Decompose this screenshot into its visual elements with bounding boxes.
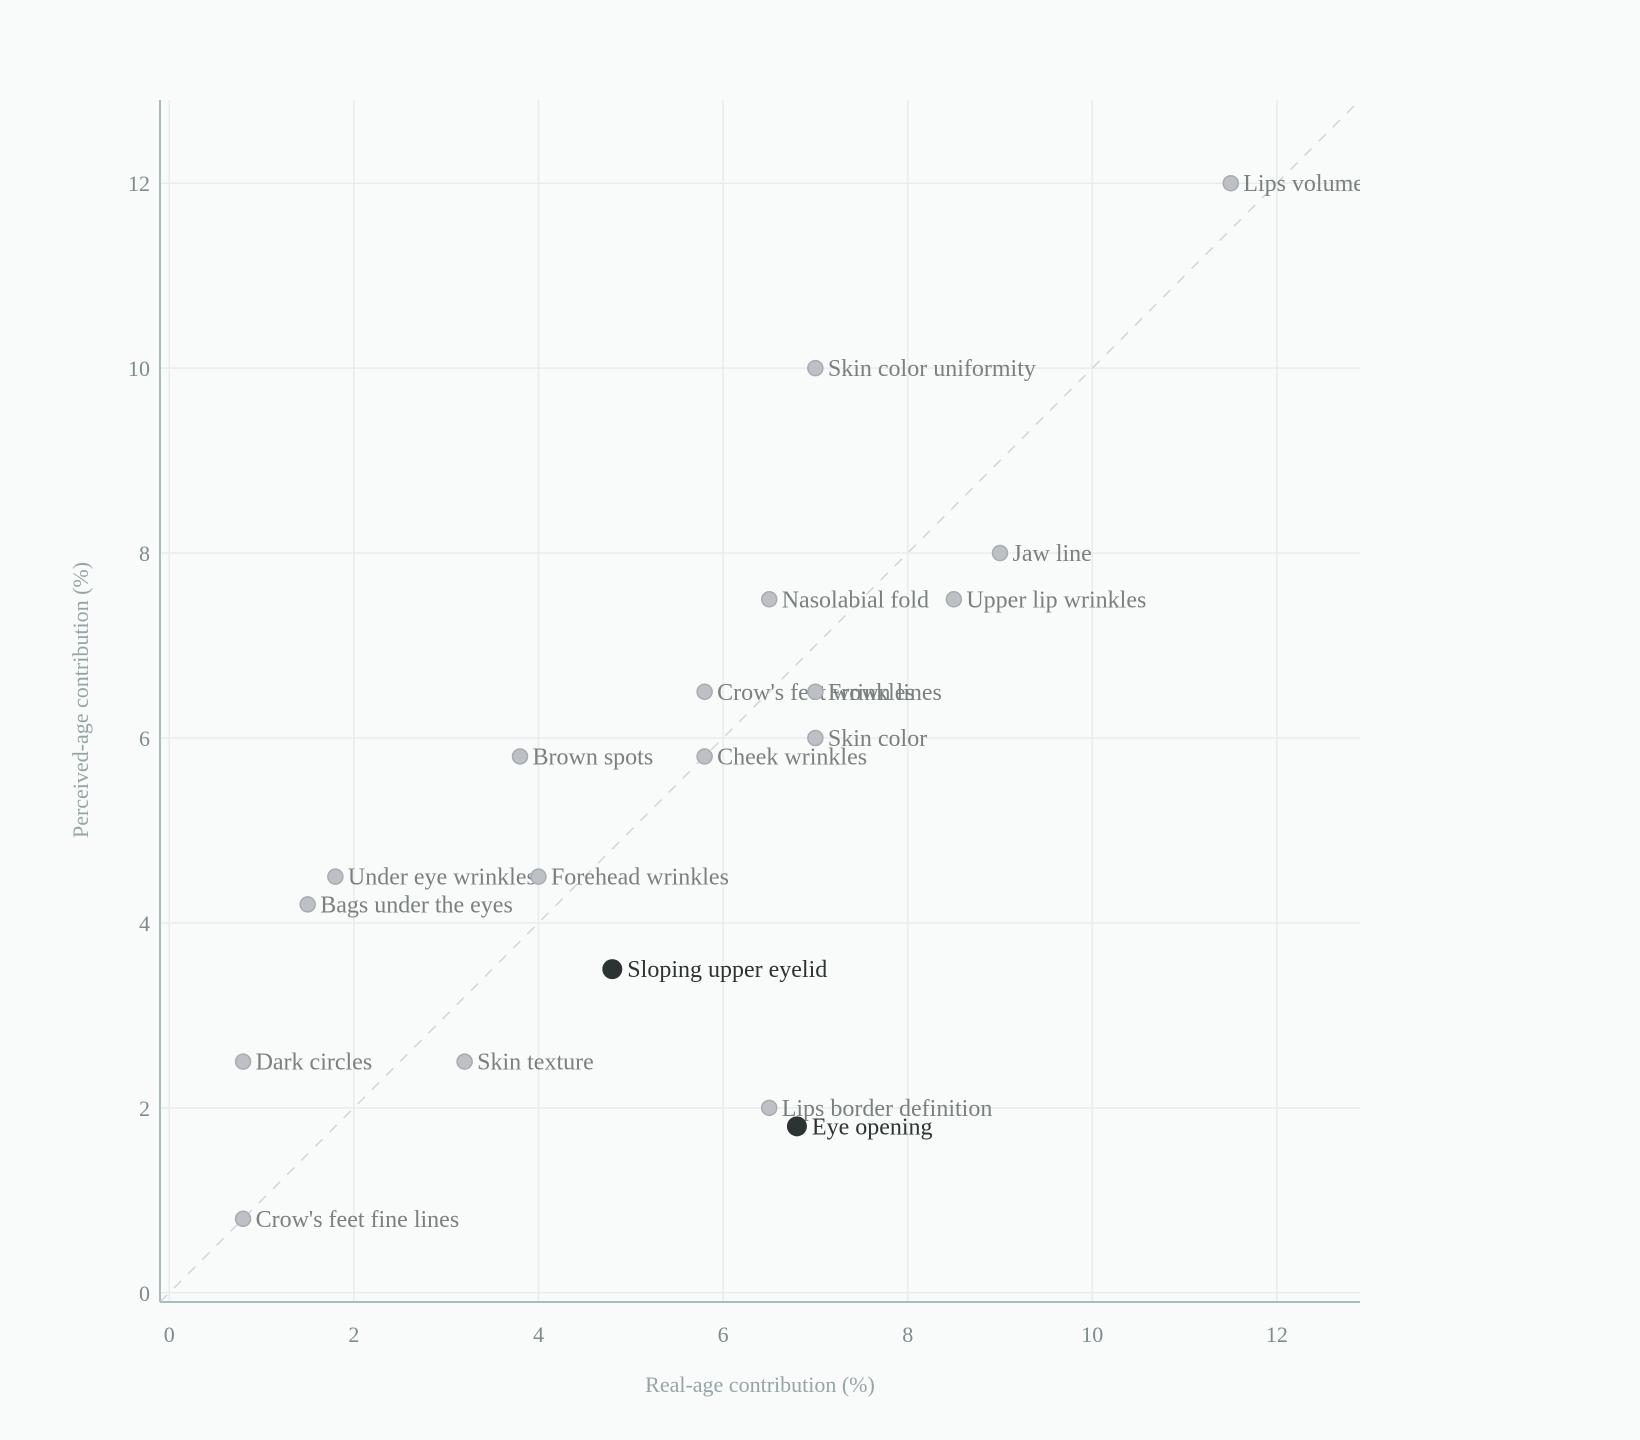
y-tick-label: 2	[139, 1096, 150, 1121]
grid-lines	[160, 100, 1360, 1302]
point-crow-s-feet-fine-lines	[234, 1210, 252, 1228]
point-frown-lines	[807, 683, 824, 701]
x-tick-label: 10	[1081, 1322, 1103, 1347]
point-label-sloping-upper-eyelid: Sloping upper eyelid	[627, 957, 827, 983]
point-label-skin-color: Skin color	[828, 726, 927, 752]
x-tick-label: 4	[533, 1322, 544, 1347]
point-label-forehead-wrinkles: Forehead wrinkles	[551, 865, 729, 891]
point-label-nasolabial-fold: Nasolabial fold	[782, 587, 929, 613]
point-nasolabial-fold	[760, 591, 778, 608]
point-forehead-wrinkles	[530, 868, 547, 885]
point-label-lips-volume: Lips volume	[1243, 171, 1364, 197]
y-tick-label: 12	[128, 171, 150, 196]
point-label-brown-spots: Brown spots	[533, 744, 654, 770]
y-tick-label: 8	[139, 541, 150, 566]
x-tick-label: 6	[718, 1322, 729, 1347]
diagonal-reference	[160, 100, 1360, 1302]
point-label-jaw-line: Jaw line	[1013, 541, 1092, 567]
point-label-lips-border-definition: Lips border definition	[782, 1096, 993, 1122]
point-skin-color-uniformity	[807, 359, 824, 377]
x-tick-label: 2	[348, 1322, 359, 1347]
point-under-eye-wrinkles	[327, 868, 344, 885]
y-tick-label: 0	[139, 1281, 150, 1306]
point-brown-spots	[511, 748, 529, 765]
point-label-under-eye-wrinkles: Under eye wrinkles	[348, 865, 536, 891]
tick-labels: 0 2 4 6 8 10 12 0 2 4 6 8 10 12	[128, 171, 1288, 1347]
point-label-eye-opening: Eye opening	[812, 1114, 933, 1140]
point-bags-under-the-eyes	[299, 896, 316, 913]
point-cheek-wrinkles	[696, 748, 713, 765]
point-jaw-line	[991, 544, 1009, 562]
y-axis-title: Perceived-age contribution (%)	[68, 562, 93, 838]
x-tick-label: 12	[1266, 1322, 1288, 1347]
point-label-crow-s-feet-fine-lines: Crow's feet fine lines	[256, 1207, 460, 1233]
point-label-skin-texture: Skin texture	[477, 1050, 594, 1076]
point-skin-color	[807, 729, 824, 747]
point-label-frown-lines: Frown lines	[828, 680, 942, 706]
data-points: Lips volume Skin color uniformity Jaw line…	[234, 171, 1364, 1233]
axes	[159, 100, 1360, 1303]
y-tick-label: 10	[128, 356, 150, 381]
point-label-upper-lip-wrinkles: Upper lip wrinkles	[966, 587, 1146, 613]
point-lips-border-definition	[760, 1099, 778, 1117]
y-tick-label: 6	[139, 726, 150, 751]
point-label-cheek-wrinkles: Cheek wrinkles	[717, 744, 867, 770]
diagonal-line	[160, 100, 1360, 1302]
point-upper-lip-wrinkles	[945, 591, 963, 608]
point-lips-volume	[1222, 174, 1240, 192]
point-eye-opening	[786, 1116, 807, 1137]
y-tick-label: 4	[139, 911, 150, 936]
point-crow-s-feet-wrinkles	[696, 683, 713, 701]
x-tick-label: 8	[902, 1322, 913, 1347]
point-sloping-upper-eyelid	[602, 959, 623, 980]
x-tick-label: 0	[164, 1322, 175, 1347]
point-dark-circles	[234, 1053, 252, 1070]
point-label-skin-color-uniformity: Skin color uniformity	[828, 356, 1036, 382]
point-label-dark-circles: Dark circles	[256, 1050, 373, 1076]
point-skin-texture	[456, 1053, 473, 1070]
x-axis-title: Real-age contribution (%)	[645, 1372, 875, 1397]
point-label-bags-under-the-eyes: Bags under the eyes	[320, 892, 513, 918]
